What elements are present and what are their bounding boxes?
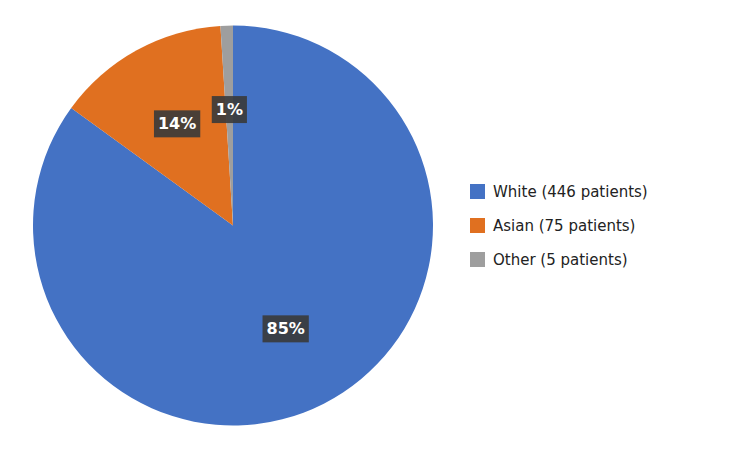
legend-swatch — [470, 218, 485, 233]
legend: White (446 patients) Asian (75 patients) O… — [470, 183, 648, 269]
legend-item: Asian (75 patients) — [470, 217, 635, 235]
legend-swatch — [470, 252, 485, 267]
data-label-background — [154, 110, 200, 137]
pie-slice — [71, 26, 233, 226]
data-label-background — [212, 96, 247, 123]
pie-slice — [33, 26, 433, 426]
chart: 85% 14% 1% White (446 patients) Asian (75 pa… — [0, 0, 751, 451]
data-label: 14% — [158, 114, 196, 133]
data-label: 1% — [216, 100, 243, 119]
legend-swatch — [470, 184, 485, 199]
data-label-background — [263, 315, 309, 342]
legend-label: White (446 patients) — [493, 183, 648, 201]
legend-item: White (446 patients) — [470, 183, 648, 201]
pie-slice — [220, 26, 233, 226]
pie: 85% 14% 1% — [33, 26, 433, 426]
data-labels: 85% 14% 1% — [154, 96, 309, 342]
data-label: 85% — [267, 319, 305, 338]
legend-label: Asian (75 patients) — [493, 217, 635, 235]
legend-label: Other (5 patients) — [493, 251, 628, 269]
legend-item: Other (5 patients) — [470, 251, 628, 269]
